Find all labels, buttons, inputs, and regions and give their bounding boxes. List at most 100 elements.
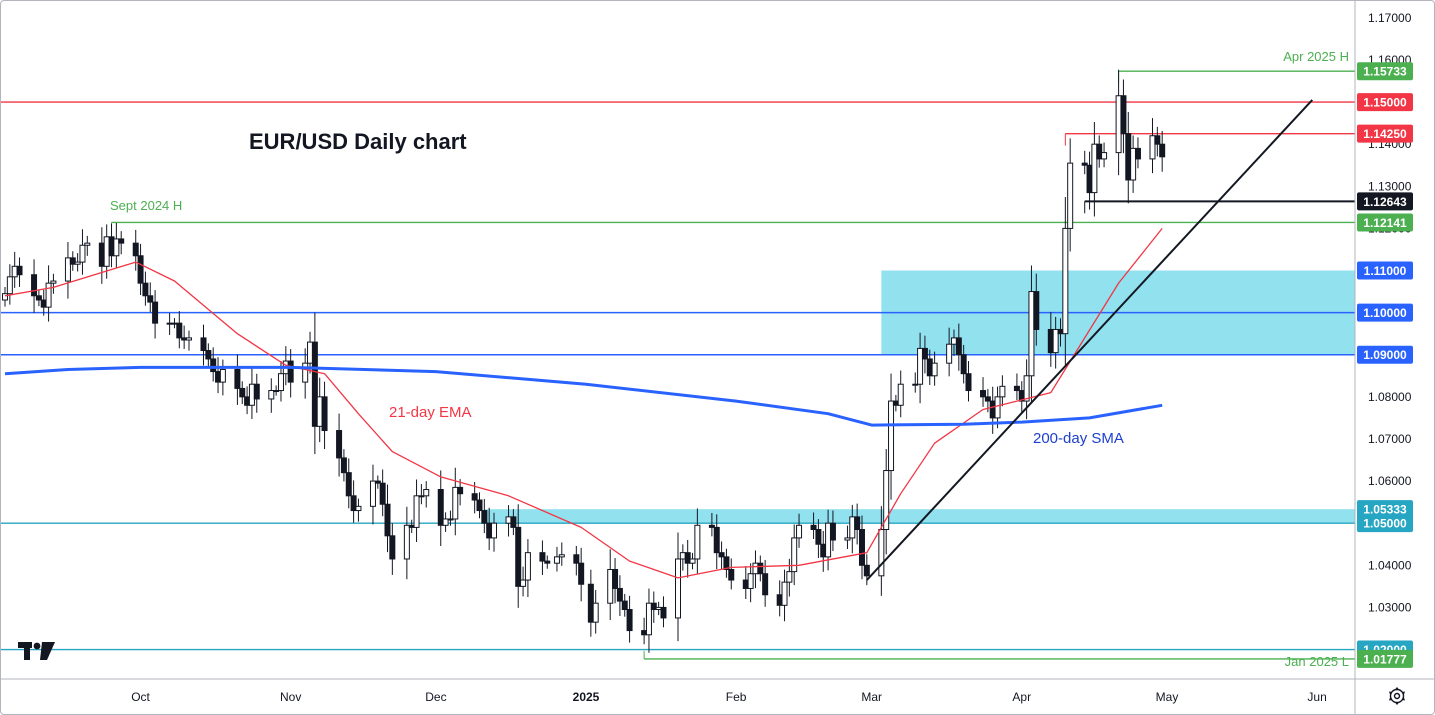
price-badge-bg [1357,124,1413,143]
candle-2024-11-21 [384,484,391,553]
candle-2024-10-14 [200,324,207,366]
candle-body [369,480,376,507]
candle-2025-02-27 [858,515,865,580]
time-axis[interactable]: Oct Nov Dec 2025 Feb Mar Apr May Jun [131,690,1327,704]
candle-2024-10-08 [171,318,178,329]
candle-body [1013,385,1020,392]
candle-2025-04-03 [1028,265,1035,402]
candle-body [185,337,192,341]
candle-body [626,609,633,632]
candle-body [210,358,217,373]
price-badge-bg [1357,62,1413,81]
price-badge-label: 1.12141 [1363,216,1407,230]
candle-2025-03-21 [965,361,972,402]
candle-body [408,524,415,528]
candle-body [316,396,323,427]
candle-2025-01-17 [660,596,667,628]
candle-body [1057,328,1064,335]
y-tick-1.07000: 1.07000 [1368,432,1412,446]
candle-2025-04-01 [1018,381,1025,414]
candle-2024-10-11 [185,330,192,351]
candle-2024-12-23 [539,540,546,575]
candle-2024-10-07 [166,313,173,335]
candle-2024-10-09 [176,311,183,349]
candle-body [849,516,856,539]
y-tick-1.13000: 1.13000 [1368,179,1412,193]
series-200-day-sma [4,365,1163,427]
candle-2024-11-28 [418,484,425,505]
price-badge-bg [1357,345,1413,364]
candle-body [829,522,836,541]
candle-2024-10-16 [210,347,217,382]
candle-2024-10-23 [244,386,251,415]
price-badge-label: 1.15000 [1363,96,1407,110]
candle-2025-01-07 [612,558,619,604]
candle-body [113,238,120,257]
candle-2024-10-24 [248,367,255,419]
candle-body [1047,328,1054,354]
candle-2025-02-26 [854,503,861,545]
candle-body [892,400,899,406]
candle-2025-01-10 [626,595,633,643]
candle-body [152,301,159,324]
candle-2025-03-10 [912,372,919,393]
tradingview-logo-icon[interactable] [18,642,55,660]
price-badge-label: 1.05000 [1363,517,1407,531]
candle-2024-11-01 [287,349,294,398]
candle-body [984,396,991,402]
candle-body [447,518,454,521]
candle-2024-11-12 [340,449,347,482]
candle-body [825,522,832,558]
candle-body [950,337,957,345]
candle-body [883,470,890,531]
candle-2024-10-15 [205,343,212,367]
candle-body [844,537,851,541]
candle-2024-11-29 [423,481,430,508]
candle-body [810,524,817,531]
candle-body [524,552,531,581]
candle-2024-10-17 [215,357,222,394]
annotation-sept-2024-high: Sept 2024 H [110,198,182,213]
x-tick-jun: Jun [1307,690,1326,704]
candle-body [960,354,967,375]
candle-body [350,495,357,512]
candle-body [219,368,226,383]
candle-body [578,562,585,585]
candle-2025-01-22 [684,539,691,578]
candle-body [863,564,870,577]
candle-body [137,255,144,284]
annotation-21-day-ema: 21-day EMA [389,404,472,421]
candle-body [660,606,667,619]
price-badge-1.10000: 1.10000 [1357,303,1413,322]
candle-2025-01-15 [650,591,657,623]
candle-body [655,606,662,611]
candle-body [384,503,391,537]
candle-2024-09-20 [84,235,91,256]
chart-settings-gear-icon[interactable] [1389,687,1405,705]
candle-body [762,573,769,596]
candle-2024-12-11 [481,498,488,534]
candle-body [917,347,924,385]
candle-body [592,602,599,623]
candle-body [481,510,488,524]
candle-body [650,602,657,611]
price-badge-label: 1.11000 [1364,264,1407,278]
candle-2025-03-05 [888,373,895,500]
candle-body [103,236,110,267]
candle-2024-09-27 [118,231,125,255]
candle-2024-11-07 [316,377,323,443]
candle-2024-10-04 [152,290,159,339]
candle-body [912,383,919,386]
candle-body [1091,143,1098,194]
candle-body [747,573,754,589]
candle-body [742,579,749,589]
candle-body [965,373,972,392]
candle-body [74,261,81,265]
candle-body [268,390,275,400]
candle-body [539,552,546,562]
candle-body [379,482,386,505]
candle-2024-09-18 [74,253,81,272]
candle-2025-02-06 [757,555,764,582]
candle-body [675,558,681,619]
